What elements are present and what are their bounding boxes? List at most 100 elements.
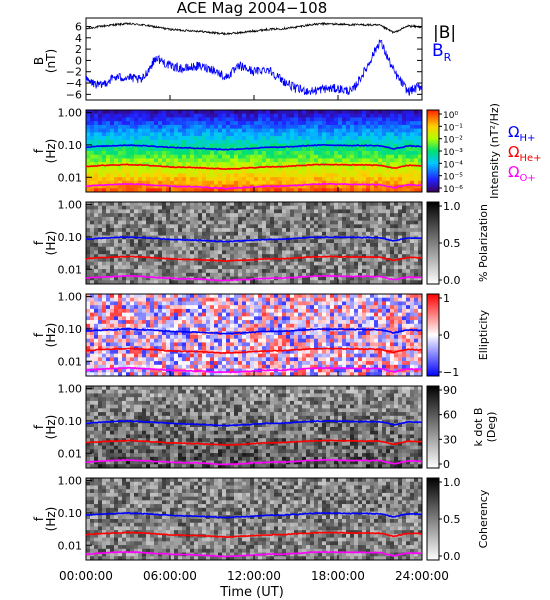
power-spectrum-cell bbox=[390, 180, 395, 185]
power-spectrum-cell bbox=[306, 113, 311, 118]
power-spectrum-cell bbox=[390, 117, 395, 122]
polarization-cell bbox=[158, 213, 163, 218]
polarization-cell bbox=[142, 243, 147, 248]
ellipticity-cell bbox=[106, 305, 111, 310]
power-spectrum-cell bbox=[306, 121, 311, 126]
polarization-cell bbox=[222, 243, 227, 248]
power-spectrum-cell bbox=[166, 117, 171, 122]
power-spectrum-cell bbox=[326, 184, 331, 189]
polarization-cell bbox=[118, 246, 123, 251]
polarization-cell bbox=[382, 213, 387, 218]
power-spectrum-cell bbox=[306, 177, 311, 182]
polarization-cell bbox=[410, 261, 415, 266]
power-spectrum-cell bbox=[378, 110, 383, 115]
polarization-cell bbox=[378, 261, 383, 266]
polarization-cell bbox=[158, 231, 163, 236]
ellipticity-cell bbox=[130, 305, 135, 310]
power-spectrum-cell bbox=[218, 113, 223, 118]
polarization-cell bbox=[270, 272, 275, 277]
power-spectrum-cell bbox=[106, 124, 111, 130]
power-spectrum-cell bbox=[358, 154, 363, 159]
b-ytick-label: −6 bbox=[66, 88, 82, 101]
power-spectrum-cell bbox=[174, 169, 179, 174]
power-spectrum-cell bbox=[390, 143, 395, 148]
polarization-cell bbox=[118, 202, 123, 207]
power-spectrum-cell bbox=[402, 177, 407, 182]
polarization-cell bbox=[390, 220, 395, 225]
ellipticity-cell bbox=[374, 331, 379, 336]
power-spectrum-cell bbox=[398, 180, 403, 185]
power-spectrum-cell bbox=[390, 169, 395, 174]
power-spectrum-cell bbox=[338, 117, 343, 122]
polarization-cell bbox=[314, 246, 319, 251]
polarization-cell bbox=[234, 254, 239, 259]
polarization-cell bbox=[358, 261, 363, 266]
ellipticity-cell bbox=[254, 308, 259, 314]
power-spectrum-cell bbox=[170, 188, 175, 193]
ellipticity-cell bbox=[410, 305, 415, 310]
power-spectrum-cell bbox=[222, 162, 227, 167]
polarization-cell bbox=[302, 257, 307, 263]
ellipticity-cell bbox=[122, 312, 127, 317]
polarization-cell bbox=[354, 250, 359, 255]
power-spectrum-cell bbox=[118, 136, 123, 141]
polarization-cell bbox=[162, 265, 167, 270]
power-spectrum-cell bbox=[386, 136, 391, 141]
power-spectrum-cell bbox=[326, 117, 331, 122]
ellipticity-cell bbox=[242, 320, 247, 325]
power-spectrum-cell bbox=[210, 162, 215, 167]
colorbar-tick-label: 10⁻² bbox=[443, 136, 463, 146]
power-spectrum-cell bbox=[190, 147, 195, 152]
ellipticity-cell bbox=[294, 305, 299, 310]
polarization-cell bbox=[86, 261, 91, 266]
polarization-cell bbox=[338, 239, 343, 244]
polarization-cell bbox=[114, 272, 119, 277]
polarization-cell bbox=[190, 269, 195, 274]
polarization-cell bbox=[274, 213, 279, 218]
polarization-cell bbox=[210, 261, 215, 266]
polarization-cell bbox=[358, 239, 363, 244]
power-spectrum-cell bbox=[406, 124, 411, 130]
polarization-cell bbox=[330, 205, 335, 210]
polarization-cell bbox=[282, 235, 287, 240]
ellipticity-cell bbox=[354, 312, 359, 317]
polarization-cell bbox=[350, 202, 355, 207]
power-spectrum-cell bbox=[166, 188, 171, 193]
polarization-cell bbox=[310, 261, 315, 266]
power-spectrum-cell bbox=[334, 169, 339, 174]
power-spectrum-cell bbox=[226, 139, 231, 144]
ellipticity-cell bbox=[234, 312, 239, 317]
power-spectrum-cell bbox=[386, 117, 391, 122]
power-spectrum-cell bbox=[202, 188, 207, 193]
ellipticity-cell bbox=[410, 301, 415, 306]
power-spectrum-cell bbox=[266, 154, 271, 159]
polarization-cell bbox=[150, 231, 155, 236]
power-spectrum-cell bbox=[334, 165, 339, 171]
polarization-cell bbox=[362, 272, 367, 277]
power-spectrum-cell bbox=[394, 151, 399, 156]
polarization-cell bbox=[322, 209, 327, 214]
polarization-cell bbox=[142, 202, 147, 207]
polarization-cell bbox=[390, 246, 395, 251]
polarization-cell bbox=[94, 246, 99, 251]
polarization-cell bbox=[390, 269, 395, 274]
power-spectrum-cell bbox=[166, 136, 171, 141]
polarization-cell bbox=[174, 246, 179, 251]
ellipticity-cell bbox=[170, 346, 175, 351]
power-spectrum-cell bbox=[94, 151, 99, 156]
power-spectrum-cell bbox=[330, 177, 335, 182]
ellipticity-cell bbox=[278, 308, 283, 314]
ellipticity-cell bbox=[310, 338, 315, 343]
power-spectrum-cell bbox=[362, 188, 367, 193]
polarization-cell bbox=[258, 250, 263, 255]
polarization-cell bbox=[414, 205, 419, 210]
polarization-cell bbox=[306, 269, 311, 274]
ellipticity-cell bbox=[186, 331, 191, 336]
ellipticity-cell bbox=[118, 320, 123, 325]
polarization-cell bbox=[218, 209, 223, 214]
power-spectrum-cell bbox=[122, 124, 127, 130]
polarization-cell bbox=[306, 231, 311, 236]
polarization-cell bbox=[414, 246, 419, 251]
power-spectrum-cell bbox=[198, 154, 203, 159]
